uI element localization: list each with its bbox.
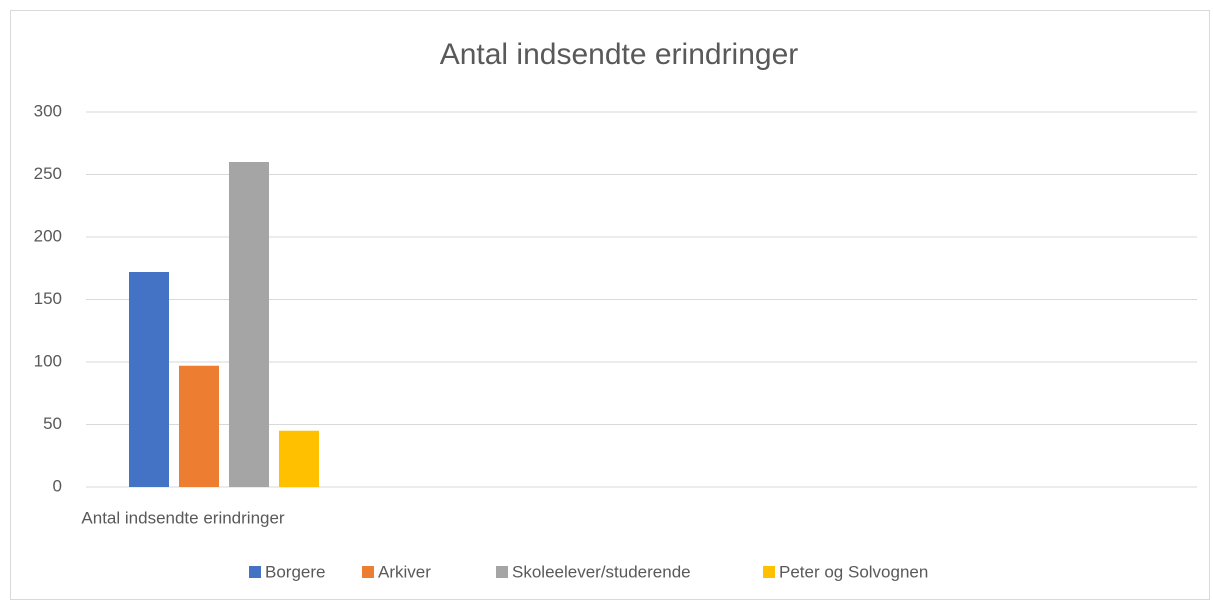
y-tick-label: 300 (34, 101, 62, 120)
bar (129, 272, 169, 487)
y-tick-label: 50 (43, 414, 62, 433)
legend-label: Arkiver (378, 562, 431, 581)
y-tick-label: 150 (34, 289, 62, 308)
bar (179, 365, 219, 487)
chart-border (10, 10, 1210, 600)
chart-title: Antal indsendte erindringer (440, 38, 799, 71)
bar (229, 162, 269, 487)
x-tick-label: Antal indsendte erindringer (81, 508, 285, 527)
legend-swatch (763, 566, 775, 578)
bar (279, 430, 319, 487)
y-tick-label: 0 (53, 476, 62, 495)
legend-swatch (362, 566, 374, 578)
legend-label: Borgere (265, 562, 325, 581)
legend-label: Peter og Solvognen (779, 562, 928, 581)
legend-swatch (249, 566, 261, 578)
legend-label: Skoleelever/studerende (512, 562, 691, 581)
y-tick-label: 100 (34, 351, 62, 370)
y-tick-label: 200 (34, 226, 62, 245)
legend-swatch (496, 566, 508, 578)
y-tick-label: 250 (34, 164, 62, 183)
